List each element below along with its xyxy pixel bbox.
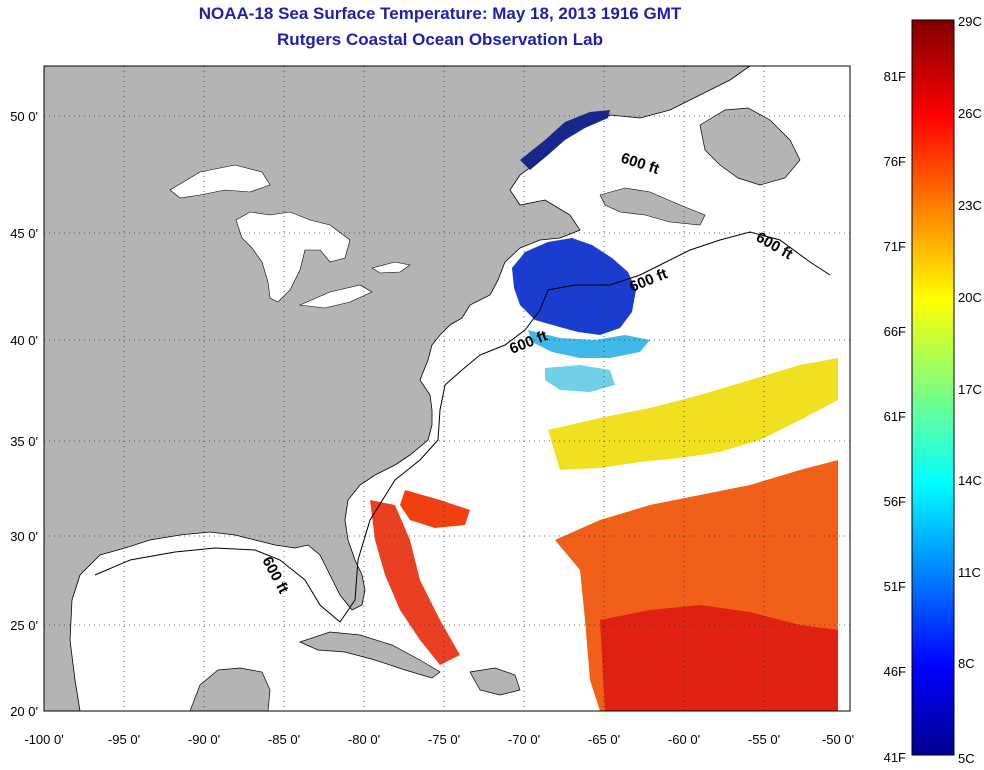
colorbar-celsius-label: 11C [958,565,981,580]
colorbar-celsius-label: 17C [958,382,982,397]
sst-shelf-slope [545,365,615,392]
lake-superior [169,164,271,199]
colorbar-celsius-label: 14C [958,473,982,488]
land-north-america [44,66,751,711]
land-cuba [299,631,441,679]
colorbar-celsius-label: 26C [958,106,982,121]
colorbar-celsius-label: 29C [958,14,982,29]
colorbar-celsius-label: 20C [958,290,982,305]
land-newfoundland [699,107,801,186]
lon-tick-label: -60 0' [668,732,700,747]
colorbar-celsius-label: 23C [958,198,982,213]
map-subtitle: Rutgers Coastal Ocean Observation Lab [277,30,603,49]
lake-erie-ontario [298,261,411,309]
lon-tick-label: -65 0' [588,732,620,747]
colorbar-fahrenheit-label: 41F [884,750,906,765]
sst-hot-region [600,605,838,711]
colorbar-fahrenheit-label: 51F [884,579,906,594]
colorbar-fahrenheit-label: 76F [884,154,906,169]
land-maritimes [599,187,706,226]
lon-tick-label: -100 0' [24,732,63,747]
lon-tick-label: -55 0' [748,732,780,747]
lake-michigan-huron [235,211,351,303]
lat-tick-label: 20 0' [10,704,38,719]
colorbar-fahrenheit-label: 61F [884,409,906,424]
sst-bahamas [370,500,460,665]
sst-shelf-cyan [528,330,650,358]
lat-tick-label: 50 0' [10,109,38,124]
lon-tick-label: -75 0' [428,732,460,747]
lat-tick-label: 25 0' [10,618,38,633]
lon-tick-label: -70 0' [508,732,540,747]
colorbar-celsius-label: 5C [958,751,975,766]
lon-tick-label: -50 0' [822,732,854,747]
sst-yellow-band [548,358,838,470]
lat-tick-label: 35 0' [10,434,38,449]
colorbar-fahrenheit-label: 46F [884,664,906,679]
colorbar-celsius-label: 8C [958,656,975,671]
sst-gulf-of-maine [512,238,636,335]
lon-tick-label: -85 0' [268,732,300,747]
colorbar-fahrenheit-label: 81F [884,69,906,84]
lat-tick-label: 45 0' [10,226,38,241]
isobath-600ft [94,231,831,623]
sst-gulf-st-lawrence [520,110,610,170]
lon-tick-label: -80 0' [348,732,380,747]
sst-gulf-stream [400,490,470,528]
colorbar-fahrenheit-label: 56F [884,494,906,509]
colorbar-fahrenheit-label: 66F [884,324,906,339]
lat-tick-label: 30 0' [10,529,38,544]
lon-tick-label: -90 0' [188,732,220,747]
colorbar-fahrenheit-label: 71F [884,239,906,254]
map-title: NOAA-18 Sea Surface Temperature: May 18,… [198,4,682,23]
land-yucatan [189,667,271,711]
colorbar [911,19,955,756]
lon-tick-label: -95 0' [108,732,140,747]
land-hispaniola [469,667,521,696]
lat-tick-label: 40 0' [10,333,38,348]
map-frame [43,65,851,712]
